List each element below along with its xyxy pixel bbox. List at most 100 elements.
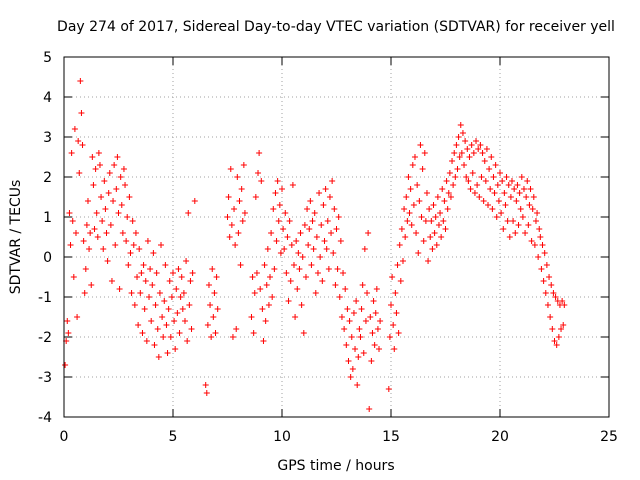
data-point [486, 166, 493, 172]
data-point [204, 322, 211, 328]
data-point [226, 234, 233, 240]
data-point [411, 154, 418, 160]
data-point [444, 206, 451, 212]
plot-frame [63, 56, 610, 418]
data-point [367, 314, 374, 320]
data-point [464, 146, 471, 152]
data-point [425, 258, 432, 264]
data-point [447, 194, 454, 200]
data-point [120, 166, 127, 172]
data-point [343, 342, 350, 348]
data-point [300, 330, 307, 336]
data-point [248, 314, 255, 320]
data-point [520, 186, 527, 192]
data-point [454, 166, 461, 172]
data-point [316, 190, 323, 196]
data-point [524, 178, 531, 184]
data-point [536, 226, 543, 232]
y-tick-label: 4 [43, 90, 52, 106]
data-point [346, 318, 353, 324]
data-point [394, 262, 401, 268]
data-point [539, 242, 546, 248]
data-point [546, 274, 553, 280]
data-point [138, 270, 145, 276]
data-point [419, 166, 426, 172]
data-point [558, 326, 565, 332]
y-tick-label: 1 [43, 210, 52, 226]
data-point [262, 318, 269, 324]
data-point [352, 346, 359, 352]
data-point [249, 274, 256, 280]
data-point [68, 150, 75, 156]
data-point [165, 306, 172, 312]
data-point [368, 358, 375, 364]
data-point [361, 246, 368, 252]
data-point [297, 230, 304, 236]
data-point [229, 334, 236, 340]
data-point [428, 218, 435, 224]
data-point [298, 302, 305, 308]
data-point [231, 206, 238, 212]
data-point [277, 250, 284, 256]
data-point [101, 178, 108, 184]
data-point [62, 362, 69, 368]
data-point [127, 250, 134, 256]
data-point [481, 158, 488, 164]
data-point [395, 330, 402, 336]
data-point [269, 294, 276, 300]
data-point [344, 306, 351, 312]
data-point [304, 206, 311, 212]
data-point [340, 270, 347, 276]
data-point [331, 206, 338, 212]
data-point [413, 230, 420, 236]
data-point [185, 210, 192, 216]
data-point [258, 178, 265, 184]
y-tick-label: 5 [43, 50, 52, 66]
data-point [314, 270, 321, 276]
data-point [329, 178, 336, 184]
data-point [273, 238, 280, 244]
data-point [280, 226, 287, 232]
data-point [427, 234, 434, 240]
data-point [437, 210, 444, 216]
data-point [455, 134, 462, 140]
x-tick-label: 20 [491, 429, 509, 445]
data-point [87, 230, 94, 236]
data-point [334, 266, 341, 272]
data-point [292, 314, 299, 320]
data-point [438, 234, 445, 240]
data-point [356, 326, 363, 332]
data-point [560, 322, 567, 328]
data-point [495, 198, 502, 204]
data-point [338, 314, 345, 320]
y-axis-label: SDTVAR / TECUs [8, 180, 24, 295]
data-point [430, 202, 437, 208]
data-point [507, 194, 514, 200]
data-point [547, 314, 554, 320]
data-point [452, 174, 459, 180]
data-point [487, 186, 494, 192]
x-axis-label: GPS time / hours [277, 458, 394, 474]
data-point [332, 282, 339, 288]
data-point [69, 218, 76, 224]
data-point [164, 350, 171, 356]
data-point [553, 342, 560, 348]
data-point [181, 318, 188, 324]
data-point [237, 262, 244, 268]
data-point [155, 354, 162, 360]
data-point [442, 226, 449, 232]
data-point [184, 338, 191, 344]
data-point [502, 202, 509, 208]
data-point [191, 198, 198, 204]
data-point [449, 158, 456, 164]
data-point [349, 366, 356, 372]
data-point [294, 286, 301, 292]
data-point [250, 330, 257, 336]
data-point [139, 330, 146, 336]
data-point [288, 242, 295, 248]
data-point [173, 286, 180, 292]
data-point [265, 302, 272, 308]
data-point [544, 302, 551, 308]
data-point [257, 286, 264, 292]
data-point [125, 262, 132, 268]
